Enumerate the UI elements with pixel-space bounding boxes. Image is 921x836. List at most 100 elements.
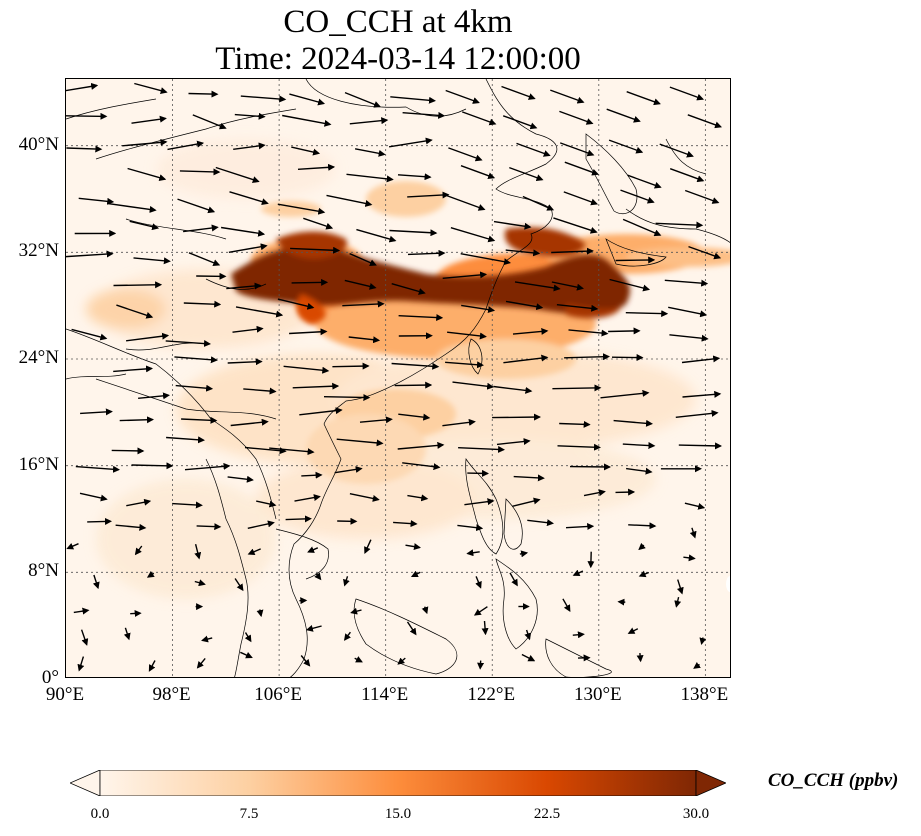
wind-arrow [553,217,598,234]
wind-arrow [227,475,254,483]
colorbar-label: CO_CCH (ppbv) [768,770,899,791]
wind-arrow [513,474,545,482]
map-panel [65,78,731,678]
wind-arrow [66,250,114,258]
wind-arrow [684,189,720,204]
wind-arrow [66,82,99,92]
wind-arrow [678,442,722,450]
wind-arrow [622,218,662,237]
wind-arrow [609,278,651,292]
wind-arrow [676,579,684,595]
wind-arrow [503,354,549,364]
wind-arrow [684,502,706,510]
wind-arrow [354,656,363,663]
wind-arrow [243,387,277,395]
wind-arrow [71,328,108,341]
wind-arrow [492,413,541,421]
wind-arrow [693,662,701,669]
wind-arrow [559,110,594,125]
wind-arrow [131,115,167,124]
wind-arrow [332,362,370,370]
x-tick-label: 114°E [361,684,409,705]
wind-arrow [285,515,312,523]
wind-arrow [75,465,120,473]
wind-arrow [562,598,571,613]
wind-arrow [244,446,287,455]
wind-arrow [682,390,722,398]
wind-arrow [391,283,426,295]
wind-arrow [188,252,221,267]
wind-arrow [183,224,219,233]
wind-arrow [493,385,533,394]
wind-arrow [122,138,168,147]
x-tick-label: 98°E [152,684,191,705]
wind-arrow [552,384,602,392]
wind-arrow [628,522,657,530]
wind-arrow [247,520,275,529]
wind-arrow [615,256,656,264]
wind-arrow [300,655,311,667]
wind-arrow [551,281,584,291]
wind-arrow [289,328,328,336]
wind-arrow [184,462,231,471]
wind-arrow [349,252,377,266]
y-tick-label: 32°N [18,240,59,262]
wind-arrow [559,420,591,428]
wind-arrow [220,226,266,237]
wind-arrow [130,609,142,617]
wind-arrow [192,114,227,130]
wind-arrow [256,609,264,618]
wind-arrow [131,462,174,470]
wind-arrow [626,91,661,106]
wind-arrow [350,607,362,615]
colorbar [68,769,728,797]
wind-arrow [79,492,108,502]
wind-arrow [406,621,417,636]
wind-arrow [181,416,218,424]
wind-arrow [277,203,326,215]
wind-arrow [393,520,418,528]
wind-arrow [583,489,606,497]
wind-arrow [326,194,373,207]
wind-arrow [550,89,585,104]
wind-arrow [402,462,441,471]
wind-arrow [233,142,266,150]
wind-arrow [80,408,113,416]
title-line-1: CO_CCH at 4km [283,4,513,40]
wind-arrow [146,570,155,578]
wind-arrow [346,173,394,183]
y-tick-label: 8°N [28,560,59,582]
y-tick-label: 0° [41,667,59,688]
wind-arrow [466,549,480,557]
wind-arrow [301,471,323,479]
wind-arrow [397,173,432,181]
wind-arrow [294,494,321,502]
wind-arrow [133,257,171,265]
wind-arrow [445,89,480,104]
map-canvas [66,79,730,677]
wind-arrow [299,407,343,416]
wind-arrow [407,191,450,199]
wind-arrow [622,442,656,449]
x-tick-label: 138°E [680,684,729,705]
wind-arrow [688,245,722,260]
wind-arrow [343,631,351,641]
wind-arrow [448,147,483,162]
wind-arrow [442,418,476,427]
wind-arrow [516,142,551,157]
wind-arrow [342,300,385,308]
wind-arrow [559,142,595,157]
wind-arrow [512,327,549,335]
wind-arrow [305,624,322,632]
wind-arrow [410,570,421,578]
wind-arrow [343,576,350,587]
wind-arrow [269,447,315,456]
y-tick-label: 24°N [18,347,59,368]
wind-arrow [565,523,595,531]
wind-arrow [201,635,213,643]
wind-arrow [234,578,244,592]
wind-arrow [501,85,536,100]
wind-arrow [461,304,496,314]
wind-arrow [402,111,446,119]
wind-vectors [66,82,723,672]
